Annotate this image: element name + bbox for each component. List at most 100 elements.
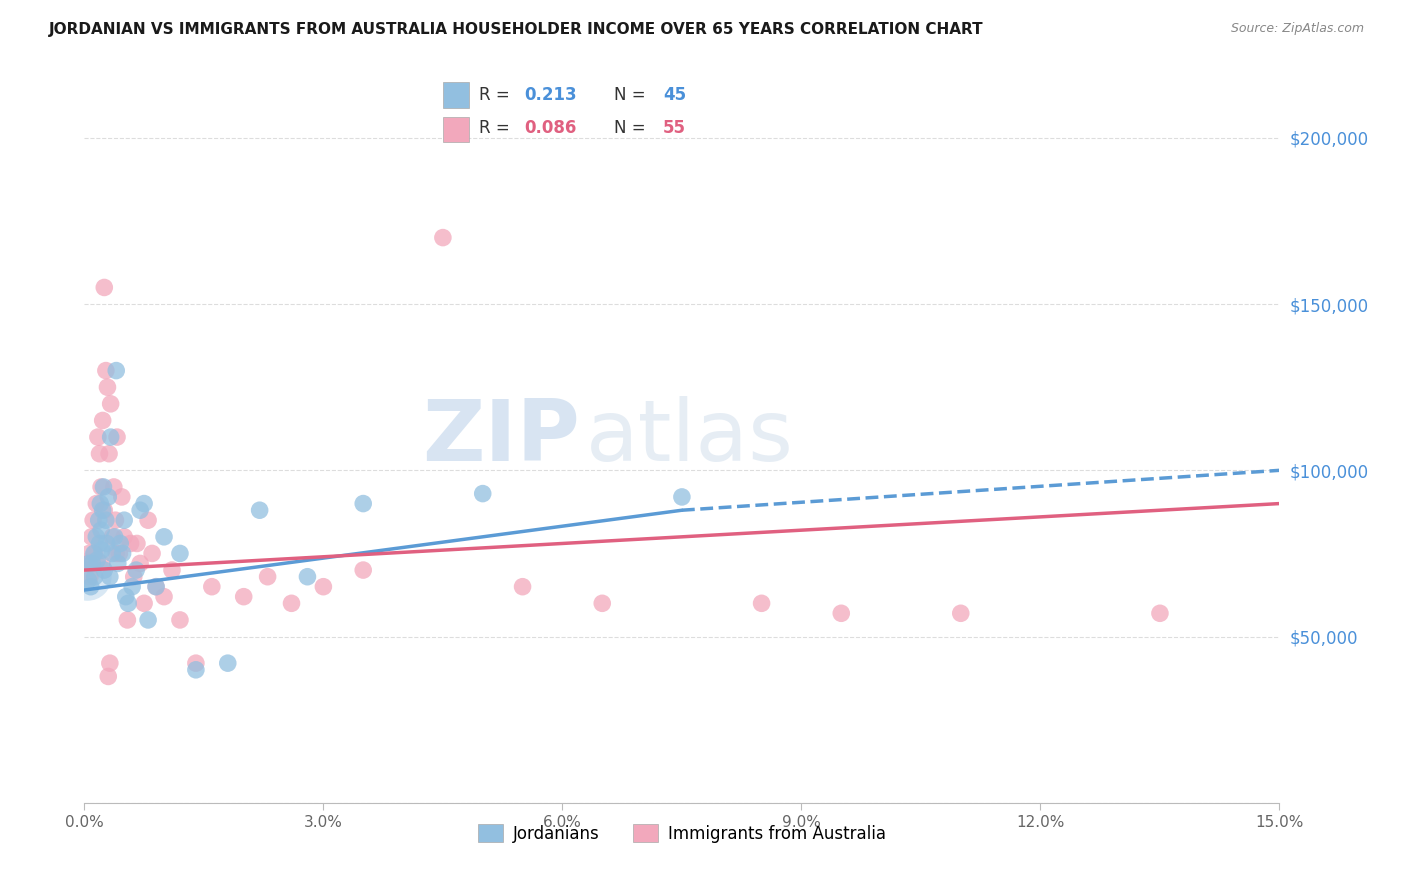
Point	[591, 596, 613, 610]
Point	[101, 546, 124, 560]
Point	[80, 580, 103, 594]
Point	[98, 656, 121, 670]
Point	[86, 530, 108, 544]
Point	[125, 563, 148, 577]
Point	[104, 513, 127, 527]
Point	[104, 530, 127, 544]
Point	[91, 503, 114, 517]
Point	[83, 546, 105, 560]
Text: JORDANIAN VS IMMIGRANTS FROM AUSTRALIA HOUSEHOLDER INCOME OVER 65 YEARS CORRELAT: JORDANIAN VS IMMIGRANTS FROM AUSTRALIA H…	[49, 22, 984, 37]
Point	[117, 613, 139, 627]
Point	[129, 503, 152, 517]
Point	[112, 513, 135, 527]
Point	[949, 607, 972, 621]
Point	[87, 430, 110, 444]
Point	[129, 557, 152, 571]
Point	[249, 503, 271, 517]
Point	[90, 543, 112, 558]
Point	[751, 596, 773, 610]
Point	[112, 530, 135, 544]
Point	[98, 447, 121, 461]
Point	[256, 570, 278, 584]
Point	[136, 613, 159, 627]
Point	[96, 380, 118, 394]
Point	[80, 557, 103, 571]
Point	[86, 497, 108, 511]
Point	[89, 536, 111, 550]
Point	[89, 497, 111, 511]
Point	[77, 573, 100, 587]
Point	[312, 580, 335, 594]
Point	[184, 656, 207, 670]
Point	[169, 613, 191, 627]
Point	[184, 663, 207, 677]
Point	[132, 497, 156, 511]
Point	[153, 530, 176, 544]
Point	[93, 480, 115, 494]
Point	[117, 596, 139, 610]
Point	[111, 546, 134, 560]
Point	[79, 570, 101, 584]
Point	[145, 580, 167, 594]
Point	[132, 596, 156, 610]
Text: atlas: atlas	[586, 395, 794, 479]
Point	[432, 230, 454, 244]
Point	[98, 570, 121, 584]
Point	[352, 497, 374, 511]
Point	[97, 490, 120, 504]
Point	[77, 546, 100, 560]
Point	[77, 557, 100, 571]
Point	[76, 570, 98, 584]
Point	[160, 563, 183, 577]
Point	[91, 413, 114, 427]
Point	[90, 523, 112, 537]
Point	[97, 669, 120, 683]
Point	[217, 656, 239, 670]
Point	[153, 590, 176, 604]
Point	[83, 570, 105, 584]
Point	[105, 363, 128, 377]
Point	[105, 430, 128, 444]
Point	[108, 546, 131, 560]
Point	[80, 530, 103, 544]
Point	[93, 503, 115, 517]
Point	[103, 480, 125, 494]
Point	[107, 557, 129, 571]
Point	[96, 536, 118, 550]
Point	[90, 480, 112, 494]
Point	[94, 513, 117, 527]
Point	[471, 486, 494, 500]
Point	[512, 580, 534, 594]
Text: ZIP: ZIP	[423, 395, 581, 479]
Point	[122, 570, 145, 584]
Point	[125, 536, 148, 550]
Point	[86, 553, 108, 567]
Point	[120, 536, 142, 550]
Point	[82, 513, 104, 527]
Point	[105, 546, 128, 560]
Point	[90, 557, 112, 571]
Point	[232, 590, 254, 604]
Point	[141, 546, 163, 560]
Point	[100, 397, 122, 411]
Point	[93, 280, 115, 294]
Point	[89, 447, 111, 461]
Point	[93, 563, 115, 577]
Text: Source: ZipAtlas.com: Source: ZipAtlas.com	[1230, 22, 1364, 36]
Point	[136, 513, 159, 527]
Point	[352, 563, 374, 577]
Point	[280, 596, 302, 610]
Point	[100, 430, 122, 444]
Point	[83, 546, 105, 560]
Point	[201, 580, 224, 594]
Point	[121, 580, 143, 594]
Point	[114, 590, 136, 604]
Point	[111, 490, 134, 504]
Point	[169, 546, 191, 560]
Legend: Jordanians, Immigrants from Australia: Jordanians, Immigrants from Australia	[471, 818, 893, 849]
Point	[671, 490, 693, 504]
Point	[1149, 607, 1171, 621]
Point	[297, 570, 319, 584]
Point	[145, 580, 167, 594]
Point	[94, 363, 117, 377]
